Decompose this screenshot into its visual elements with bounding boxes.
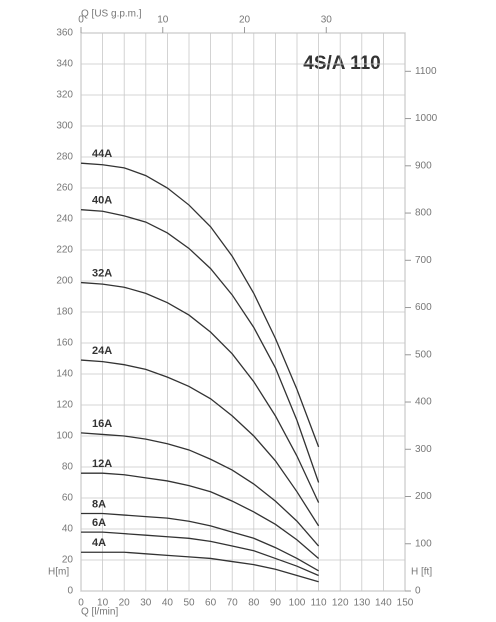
y2-tick-label: 400: [415, 397, 432, 408]
x-tick-label: 120: [332, 598, 349, 609]
y2-tick-label: 500: [415, 349, 432, 360]
series-line: [81, 531, 319, 577]
series-line: [81, 551, 319, 583]
y2-tick-label: 0: [415, 586, 421, 597]
y-axis-label: H[m]: [48, 567, 69, 578]
series-label: 40A: [92, 195, 112, 207]
y2-tick-label: 700: [415, 255, 432, 266]
x-tick-label: 70: [227, 598, 239, 609]
y2-axis-label: H [ft]: [411, 567, 432, 578]
x2-tick-label: 0: [78, 15, 84, 26]
series-label: 32A: [92, 267, 112, 279]
y2-tick-label: 1100: [415, 66, 437, 77]
y-tick-label: 160: [56, 338, 73, 349]
chart-title: 4S/A 110: [303, 53, 380, 74]
y2-tick-label: 600: [415, 302, 432, 313]
x2-tick-label: 10: [157, 15, 169, 26]
x-tick-label: 150: [397, 598, 414, 609]
series-label: 8A: [92, 498, 106, 510]
y-tick-label: 60: [62, 493, 74, 504]
y-tick-label: 220: [56, 245, 73, 256]
series-label: 16A: [92, 418, 112, 430]
series-line: [80, 209, 320, 483]
series-label: 4A: [92, 537, 106, 549]
series-line: [80, 281, 320, 503]
x-tick-label: 30: [140, 598, 152, 609]
y-tick-label: 0: [67, 586, 73, 597]
x2-tick-label: 20: [239, 15, 251, 26]
y-tick-label: 360: [56, 28, 73, 39]
x-tick-label: 20: [119, 598, 131, 609]
x-tick-label: 100: [289, 598, 306, 609]
series-label: 44A: [92, 148, 112, 160]
series-label: 6A: [92, 517, 106, 529]
x-axis-label: Q [l/min]: [81, 607, 118, 618]
x-tick-label: 0: [78, 598, 84, 609]
y-tick-label: 260: [56, 183, 73, 194]
x2-tick-label: 30: [321, 15, 333, 26]
x2-axis-label: Q [US g.p.m.]: [81, 9, 142, 20]
y-tick-label: 280: [56, 152, 73, 163]
series-line: [81, 512, 319, 572]
x-tick-label: 110: [311, 598, 327, 609]
y-tick-label: 320: [56, 90, 73, 101]
y2-tick-label: 900: [415, 160, 432, 171]
y2-tick-label: 800: [415, 208, 432, 219]
y-tick-label: 80: [62, 462, 74, 473]
x-tick-label: 130: [353, 598, 370, 609]
series-line: [81, 472, 320, 559]
y-tick-label: 120: [56, 400, 73, 411]
y-tick-label: 140: [56, 369, 73, 380]
series-line: [80, 162, 320, 448]
y-tick-label: 20: [62, 555, 74, 566]
y2-tick-label: 100: [415, 538, 432, 549]
y-tick-label: 300: [56, 121, 73, 132]
y2-tick-label: 200: [415, 491, 432, 502]
x-tick-label: 90: [270, 598, 282, 609]
y-tick-label: 240: [56, 214, 73, 225]
y2-tick-label: 300: [415, 444, 432, 455]
y-tick-label: 40: [62, 524, 74, 535]
y-tick-label: 100: [56, 431, 73, 442]
y-tick-label: 200: [56, 276, 73, 287]
series-line: [80, 432, 320, 547]
x-tick-label: 60: [205, 598, 217, 609]
series-line: [80, 359, 320, 527]
series-label: 24A: [92, 345, 112, 357]
x-tick-label: 80: [248, 598, 260, 609]
y2-tick-label: 1000: [415, 113, 438, 124]
x-tick-label: 10: [97, 598, 109, 609]
x-tick-label: 140: [375, 598, 392, 609]
x-tick-label: 40: [162, 598, 174, 609]
series-label: 12A: [92, 458, 112, 470]
y-tick-label: 180: [56, 307, 73, 318]
y-tick-label: 340: [56, 59, 73, 70]
x-tick-label: 50: [183, 598, 195, 609]
